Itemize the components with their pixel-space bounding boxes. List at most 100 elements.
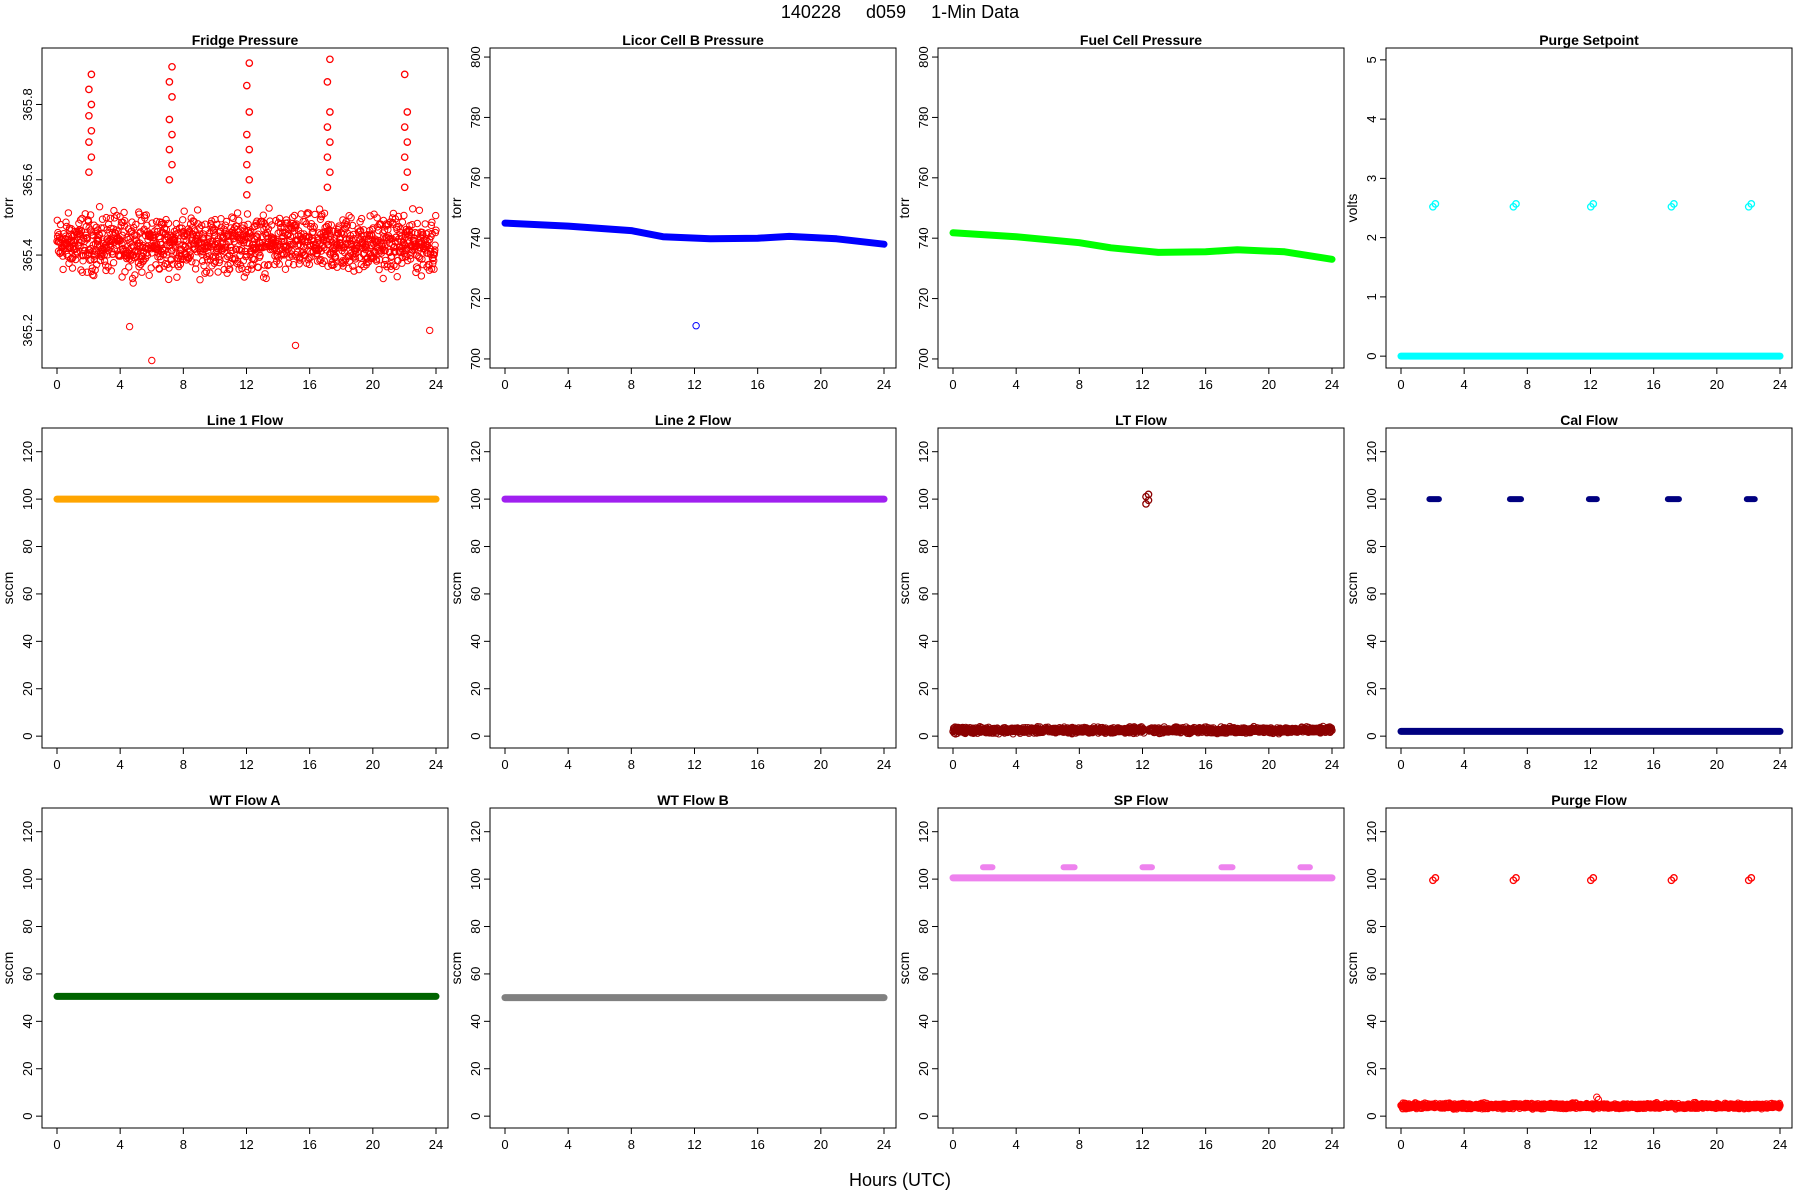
x-tick-label: 20	[814, 1137, 828, 1152]
x-tick-label: 8	[1524, 757, 1531, 772]
x-tick-label: 0	[53, 377, 60, 392]
panel-line-1-flow: Line 1 Flow sccm 0 4 8 12 16 20 24 0 20 40 60 80 100 12…	[0, 412, 449, 772]
y-tick-label: 0	[1364, 353, 1379, 360]
data-point	[326, 236, 334, 244]
panel-cal-flow: Cal Flow sccm 0 4 8 12 16 20 24 0 20 40 60 80 100 120	[1344, 412, 1793, 772]
data-point	[366, 212, 374, 220]
x-tick-label: 20	[1262, 757, 1276, 772]
data-point	[160, 219, 168, 228]
y-tick-label: 100	[20, 868, 35, 890]
x-tick-label: 24	[429, 757, 443, 772]
data-point	[239, 257, 248, 265]
data-point	[162, 226, 171, 234]
x-tick-label: 0	[949, 1137, 956, 1152]
panel-fuel-cell-pressure: Fuel Cell Pressure torr 0 4 8 12 16 20 24 700 720 7…	[896, 32, 1345, 392]
data-point	[394, 212, 403, 221]
plot-frame	[1385, 807, 1793, 1129]
data-point	[168, 93, 176, 101]
y-axis-label: sccm	[448, 572, 464, 605]
data-point	[165, 145, 174, 154]
x-tick-label: 24	[429, 1137, 443, 1152]
data-point	[278, 237, 286, 246]
y-tick-label: 760	[468, 167, 483, 189]
data-point	[408, 221, 416, 229]
y-axis-label: sccm	[0, 952, 16, 985]
data-point	[221, 243, 230, 252]
data-point	[151, 227, 159, 235]
data-point	[259, 211, 267, 219]
data-point	[165, 175, 174, 184]
x-tick-label: 12	[687, 377, 701, 392]
plot-frame	[937, 47, 1345, 369]
y-tick-label: 80	[1364, 539, 1379, 553]
data-point	[125, 322, 134, 331]
data-point	[326, 168, 334, 177]
x-tick-label: 16	[302, 377, 316, 392]
y-tick-label: 365.8	[20, 88, 35, 121]
y-tick-label: 40	[20, 1014, 35, 1028]
data-point	[240, 221, 248, 230]
x-tick-label: 4	[1013, 377, 1020, 392]
data-point	[289, 213, 297, 222]
y-tick-label: 40	[916, 634, 931, 648]
y-tick-label: 60	[1364, 587, 1379, 601]
data-point	[311, 210, 319, 219]
panel-title: LT Flow	[1115, 412, 1167, 428]
data-point	[168, 130, 176, 139]
data-point	[286, 232, 295, 241]
y-axis-label: volts	[1344, 194, 1360, 223]
data-point	[417, 272, 426, 280]
data-point	[305, 260, 314, 269]
x-tick-label: 12	[1583, 377, 1597, 392]
data-point	[288, 252, 296, 260]
x-tick-label: 0	[1397, 377, 1404, 392]
data-point	[83, 235, 92, 243]
data-point	[109, 259, 118, 267]
y-tick-label: 120	[916, 821, 931, 843]
data-point	[432, 211, 440, 220]
data-point	[196, 230, 204, 238]
data-point	[390, 243, 399, 251]
data-point	[400, 153, 409, 162]
data-point	[223, 269, 231, 277]
data-series-line	[501, 219, 888, 248]
x-tick-label: 16	[750, 377, 764, 392]
data-point	[165, 264, 173, 272]
x-tick-label: 4	[117, 377, 124, 392]
data-point	[222, 217, 231, 226]
x-tick-label: 20	[366, 1137, 380, 1152]
data-point	[403, 108, 412, 116]
y-axis-label: torr	[0, 197, 16, 218]
data-point	[309, 224, 317, 232]
data-point	[349, 262, 357, 270]
data-point	[692, 322, 700, 330]
data-point	[292, 220, 300, 228]
y-tick-label: 800	[916, 46, 931, 68]
data-point	[245, 108, 254, 116]
data-point	[348, 221, 357, 230]
y-tick-label: 0	[916, 733, 931, 740]
data-point	[244, 220, 252, 229]
data-series-line	[949, 229, 1336, 263]
x-tick-label: 8	[628, 377, 635, 392]
data-point	[53, 216, 61, 225]
x-tick-label: 12	[239, 377, 253, 392]
data-point	[154, 227, 162, 236]
data-point	[240, 273, 249, 281]
data-point	[281, 265, 290, 273]
data-point	[85, 138, 93, 146]
panel-title: Fridge Pressure	[192, 32, 299, 48]
data-point	[251, 255, 259, 263]
data-point	[403, 138, 412, 146]
x-tick-label: 8	[1524, 1137, 1531, 1152]
data-point	[171, 241, 179, 249]
data-point	[64, 209, 73, 217]
data-point	[192, 232, 200, 240]
y-tick-label: 120	[20, 821, 35, 843]
data-point	[317, 255, 325, 264]
data-point	[214, 268, 222, 276]
x-tick-label: 8	[1076, 757, 1083, 772]
data-point	[277, 223, 285, 232]
data-point	[276, 219, 285, 228]
data-point	[87, 153, 96, 162]
